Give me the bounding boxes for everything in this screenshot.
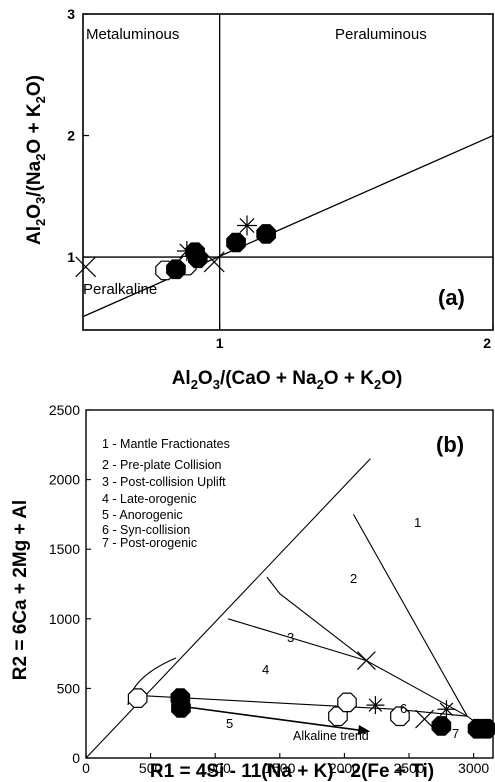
y-tick-label: 1500 <box>49 541 80 557</box>
field-number-3: 3 <box>287 630 294 645</box>
plot-a-divider-lines <box>82 14 494 330</box>
asterisk-marker-stroke <box>239 217 255 233</box>
filled-circle-marker <box>431 716 452 736</box>
filled-circle-marker <box>188 248 208 269</box>
panel-b-label: (b) <box>436 432 464 457</box>
alkaline-trend-arrow <box>182 705 371 735</box>
y-tick-label: 2 <box>67 128 75 144</box>
panel-a-label: (a) <box>438 285 465 310</box>
plot-a-x-axis-label: Al2O3/(CaO + Na2O + K2O) <box>172 368 403 392</box>
y-tick-label: 500 <box>57 680 81 696</box>
asterisk-marker <box>366 696 385 715</box>
plot-b-points <box>127 651 495 739</box>
legend-item-7: 7 - Post-orogenic <box>102 536 197 550</box>
y-tick-label: 2000 <box>49 472 80 488</box>
divider-line <box>82 134 494 318</box>
x-cross-marker-stroke <box>75 256 97 278</box>
alkaline-trend-label: Alkaline trend <box>293 729 369 743</box>
field-number-4: 4 <box>262 662 269 677</box>
field-number-5: 5 <box>226 716 233 731</box>
asterisk-marker-stroke <box>368 698 383 712</box>
legend-item-2: 2 - Pre-plate Collision <box>102 458 222 472</box>
legend-item-1: 1 - Mantle Fractionates <box>102 437 230 451</box>
plot-a-y-ticks: 1 2 3 <box>67 6 89 265</box>
x-tick-label: 2000 <box>329 760 360 776</box>
x-tick-label: 2 <box>483 335 491 351</box>
legend-item-6: 6 - Syn-collision <box>102 523 190 537</box>
x-cross-marker <box>356 651 376 670</box>
x-cross-marker-stroke <box>356 651 376 670</box>
asterisk-marker <box>237 215 257 236</box>
boundary-line <box>353 514 468 717</box>
x-cross-marker-stroke <box>203 251 225 273</box>
filled-circle-marker <box>171 697 191 718</box>
field-number-7: 7 <box>452 726 459 741</box>
boundary-line <box>266 576 367 662</box>
field-label-peralkaline: Peralkaline <box>83 281 157 298</box>
x-tick-label: 1 <box>216 335 224 351</box>
plot-a-y-axis-label: Al2O3/(Na2O + K2O) <box>24 75 48 245</box>
field-number-2: 2 <box>350 571 357 586</box>
asterisk-marker-stroke <box>439 702 454 717</box>
plot-b-x-axis-label: R1 = 4Si - 11(Na + K) - 2(Fe + Ti) <box>150 761 434 782</box>
field-number-6: 6 <box>400 701 407 716</box>
y-tick-label: 2500 <box>49 402 80 418</box>
panel-b: 0 500 1000 1500 2000 2500 3000 0 500 1000 1500 200… <box>10 402 495 782</box>
x-tick-label: 1500 <box>264 760 295 776</box>
filled-circle-marker <box>256 224 276 244</box>
plot-b-y-axis-label: R2 = 6Ca + 2Mg + Al <box>10 500 31 680</box>
open-circle-marker <box>337 692 357 713</box>
filled-circle-marker <box>476 718 495 739</box>
plot-b-frame <box>85 409 494 759</box>
y-tick-label: 0 <box>72 750 80 766</box>
open-circle-marker <box>127 688 148 709</box>
trend-arrow-shaft <box>182 705 363 732</box>
filled-circle-marker <box>166 259 186 280</box>
legend-item-3: 3 - Post-collision Uplift <box>102 475 226 489</box>
x-cross-marker <box>75 256 97 278</box>
x-cross-marker-stroke <box>415 709 434 729</box>
y-tick-label: 1 <box>67 249 75 265</box>
field-label-metaluminous: Metaluminous <box>86 26 179 43</box>
x-tick-label: 2500 <box>393 760 424 776</box>
trend-arrow-head <box>357 725 371 735</box>
x-tick-label: 500 <box>139 760 163 776</box>
asterisk-marker <box>437 700 456 719</box>
boundary-line <box>85 458 371 759</box>
field-number-1: 1 <box>414 515 421 530</box>
y-tick-label: 3 <box>67 6 75 22</box>
plot-b-x-ticks: 0 500 1000 1500 2000 2500 3000 <box>82 753 489 776</box>
plot-b-y-ticks: 0 500 1000 1500 2000 2500 <box>49 402 91 766</box>
field-label-peraluminous: Peraluminous <box>335 26 427 43</box>
legend-item-4: 4 - Late-orogenic <box>102 492 197 506</box>
open-circle-marker <box>390 706 410 727</box>
x-tick-label: 3000 <box>458 760 489 776</box>
x-tick-label: 1000 <box>200 760 231 776</box>
x-cross-marker <box>415 709 434 729</box>
plot-a-points <box>75 215 276 281</box>
legend-item-5: 5 - Anorogenic <box>102 508 183 522</box>
y-tick-label: 1000 <box>49 611 80 627</box>
plot-a-frame <box>82 13 494 331</box>
x-tick-label: 0 <box>82 760 90 776</box>
filled-circle-marker <box>226 232 246 253</box>
